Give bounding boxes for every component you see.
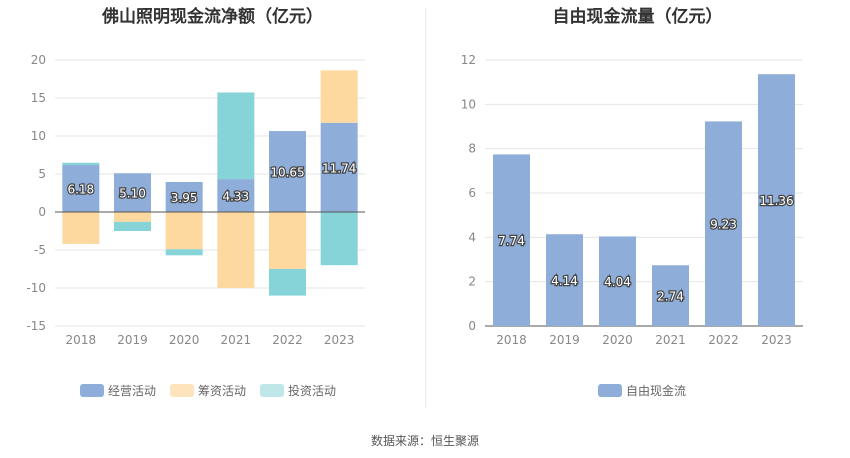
- data-label: 9.23: [710, 218, 737, 232]
- bar-segment: [165, 212, 203, 250]
- bar-segment: [320, 122, 358, 212]
- x-tick-label: 2022: [272, 333, 303, 347]
- data-label: 3.95: [171, 191, 198, 205]
- bar-segment: [320, 212, 358, 266]
- y-tick-label: -5: [34, 243, 46, 257]
- free-cash-flow-chart: 12 10 8 6 4 2 0 2018 7.74 2019 4.14 2020 4.04 2021 2.7…: [461, 53, 803, 347]
- legend-swatch-investing: [260, 384, 285, 397]
- x-tick-label: 2020: [602, 333, 633, 347]
- bar: [546, 234, 583, 326]
- x-tick-label: 2023: [324, 333, 355, 347]
- bar-segment: [165, 181, 203, 212]
- panel-divider: [425, 8, 426, 408]
- y-tick-label: 15: [31, 91, 46, 105]
- bar: [599, 236, 636, 326]
- bar: [493, 154, 530, 326]
- y-tick-label: 10: [31, 129, 46, 143]
- right-chart-title: 自由现金流量（亿元）: [552, 7, 723, 27]
- x-tick-label: 2021: [221, 333, 252, 347]
- y-tick-label: 0: [38, 205, 46, 219]
- y-tick-label: 20: [31, 53, 46, 67]
- bar: [652, 265, 689, 326]
- data-label: 2.74: [657, 290, 684, 304]
- data-label: 4.33: [222, 190, 249, 204]
- right-legend: 自由现金流: [598, 382, 700, 399]
- y-tick-label: 10: [461, 97, 476, 111]
- y-tick-label: 2: [468, 275, 476, 289]
- bar-segment: [62, 165, 100, 212]
- x-tick-label: 2020: [169, 333, 200, 347]
- legend-item-financing[interactable]: 筹资活动: [170, 382, 246, 399]
- bar-segment: [114, 212, 151, 222]
- x-tick-label: 2023: [761, 333, 792, 347]
- data-label: 11.74: [322, 161, 356, 175]
- cash-flow-net-chart: 20 15 10 5 0 -5 -10 -15 2018 2019 2020 2021 2022 2023…: [26, 53, 365, 347]
- data-label: 6.18: [67, 183, 94, 197]
- x-tick-label: 2019: [549, 333, 580, 347]
- legend-item-free-cash-flow[interactable]: 自由现金流: [598, 382, 686, 399]
- bar: [705, 121, 742, 326]
- y-tick-label: 5: [38, 167, 46, 181]
- bar-segment: [269, 131, 306, 212]
- legend-swatch-financing: [170, 384, 195, 397]
- legend-label-financing: 筹资活动: [198, 384, 247, 398]
- x-tick-label: 2018: [66, 333, 97, 347]
- x-tick-label: 2019: [117, 333, 148, 347]
- bar-segment: [217, 92, 255, 180]
- data-label: 7.74: [498, 234, 525, 248]
- bar-segment: [62, 212, 100, 244]
- legend-label-free-cash-flow: 自由现金流: [626, 384, 687, 398]
- x-tick-label: 2022: [708, 333, 739, 347]
- y-tick-label: -10: [26, 281, 46, 295]
- y-tick-label: 12: [461, 53, 476, 67]
- bar-segment: [114, 173, 151, 212]
- bar-segment: [217, 179, 255, 212]
- y-tick-label: -15: [26, 319, 46, 333]
- data-label: 4.04: [604, 275, 631, 289]
- legend-label-operating: 经营活动: [108, 384, 157, 398]
- x-tick-label: 2021: [655, 333, 686, 347]
- y-tick-label: 4: [468, 230, 476, 244]
- y-tick-label: 6: [468, 186, 476, 200]
- data-label: 4.14: [551, 274, 578, 288]
- bar-segment: [114, 221, 151, 231]
- left-legend: 经营活动 筹资活动 投资活动: [80, 382, 350, 399]
- bar-segment: [269, 212, 306, 269]
- bar-segment: [217, 212, 255, 288]
- data-label: 11.36: [759, 194, 793, 208]
- legend-swatch-free-cash-flow: [598, 384, 622, 397]
- bar-segment: [165, 249, 203, 256]
- y-tick-label: 8: [468, 142, 476, 156]
- bar-segment: [320, 70, 358, 123]
- data-label: 5.10: [119, 187, 146, 201]
- x-tick-label: 2018: [496, 333, 527, 347]
- left-chart-title: 佛山照明现金流净额（亿元）: [102, 7, 323, 27]
- legend-item-operating[interactable]: 经营活动: [80, 382, 156, 399]
- data-label: 10.65: [270, 166, 304, 180]
- bar-segment: [269, 269, 306, 296]
- legend-swatch-operating: [80, 384, 104, 397]
- bar: [758, 74, 795, 326]
- y-tick-label: 0: [468, 319, 476, 333]
- legend-label-investing: 投资活动: [288, 384, 337, 398]
- bar-segment: [62, 162, 100, 166]
- legend-item-investing[interactable]: 投资活动: [260, 382, 336, 399]
- data-source-note: 数据来源：恒生聚源: [370, 434, 479, 448]
